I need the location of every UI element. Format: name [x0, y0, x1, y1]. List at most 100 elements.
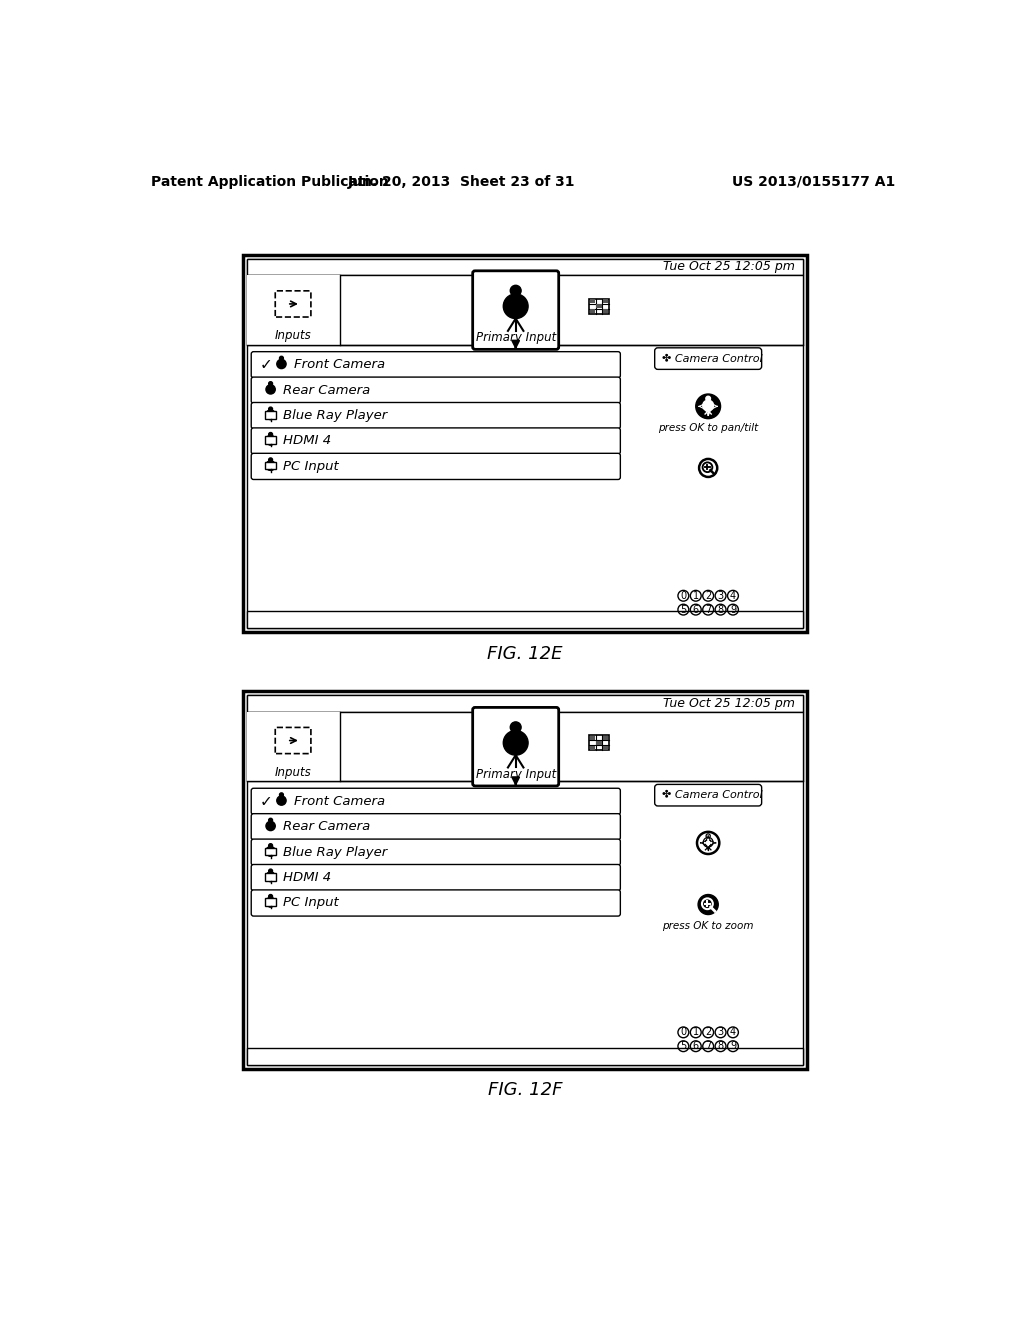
- Bar: [590, 300, 595, 304]
- Circle shape: [266, 436, 275, 445]
- Text: FIG. 12E: FIG. 12E: [487, 644, 562, 663]
- Bar: [247, 711, 803, 781]
- FancyBboxPatch shape: [473, 708, 559, 785]
- Bar: [265, 462, 276, 470]
- Circle shape: [268, 869, 272, 873]
- Text: Front Camera: Front Camera: [294, 358, 385, 371]
- Text: PC Input: PC Input: [283, 896, 339, 909]
- Circle shape: [266, 385, 275, 395]
- Text: 4: 4: [730, 1027, 736, 1038]
- FancyBboxPatch shape: [473, 271, 559, 350]
- Bar: [590, 309, 595, 313]
- Bar: [603, 300, 608, 304]
- Text: ✓: ✓: [259, 358, 272, 372]
- Text: HDMI 4: HDMI 4: [283, 871, 331, 884]
- Text: 3: 3: [718, 1027, 724, 1038]
- Circle shape: [266, 873, 275, 882]
- Circle shape: [268, 895, 272, 899]
- Bar: [590, 746, 595, 750]
- Text: Rear Camera: Rear Camera: [283, 384, 371, 397]
- FancyBboxPatch shape: [251, 428, 621, 454]
- Text: 1: 1: [692, 1027, 698, 1038]
- FancyBboxPatch shape: [654, 348, 762, 370]
- Circle shape: [276, 359, 286, 368]
- Bar: [247, 696, 803, 711]
- Circle shape: [698, 895, 718, 915]
- Circle shape: [266, 461, 275, 470]
- Text: 0: 0: [680, 591, 686, 601]
- Text: 5: 5: [680, 1041, 686, 1051]
- Bar: [603, 309, 608, 313]
- Circle shape: [268, 433, 272, 437]
- Text: Primary Input: Primary Input: [475, 331, 556, 345]
- Circle shape: [266, 411, 275, 420]
- Circle shape: [268, 381, 272, 385]
- Bar: [603, 746, 608, 750]
- Text: Patent Application Publication: Patent Application Publication: [152, 174, 389, 189]
- Text: press OK to pan/tilt: press OK to pan/tilt: [658, 422, 759, 433]
- Text: Inputs: Inputs: [274, 329, 311, 342]
- Text: 8: 8: [718, 1041, 724, 1051]
- Bar: [265, 873, 276, 880]
- Circle shape: [266, 873, 275, 882]
- Text: press OK to zoom: press OK to zoom: [663, 921, 754, 931]
- Text: ✤ Camera Control: ✤ Camera Control: [662, 791, 762, 800]
- Text: Blue Ray Player: Blue Ray Player: [283, 409, 387, 422]
- Text: 7: 7: [706, 1041, 712, 1051]
- Circle shape: [268, 458, 272, 462]
- Circle shape: [266, 436, 275, 445]
- Text: 1: 1: [692, 591, 698, 601]
- Text: 6: 6: [692, 605, 698, 615]
- FancyBboxPatch shape: [275, 290, 311, 317]
- Text: Jun. 20, 2013  Sheet 23 of 31: Jun. 20, 2013 Sheet 23 of 31: [347, 174, 575, 189]
- Text: Front Camera: Front Camera: [294, 795, 385, 808]
- Bar: [247, 259, 803, 628]
- Bar: [265, 437, 276, 444]
- Text: ✓: ✓: [259, 793, 272, 809]
- Bar: [247, 696, 803, 1065]
- Text: FIG. 12F: FIG. 12F: [487, 1081, 562, 1100]
- Text: Tue Oct 25 12:05 pm: Tue Oct 25 12:05 pm: [664, 260, 796, 273]
- Bar: [265, 847, 276, 855]
- Circle shape: [695, 393, 721, 418]
- Bar: [590, 735, 595, 741]
- Circle shape: [510, 722, 521, 733]
- Text: PC Input: PC Input: [283, 459, 339, 473]
- Bar: [596, 304, 602, 309]
- FancyBboxPatch shape: [275, 727, 311, 754]
- Text: 5: 5: [680, 605, 686, 615]
- Circle shape: [510, 285, 521, 296]
- Bar: [596, 741, 602, 744]
- Circle shape: [266, 847, 275, 857]
- FancyBboxPatch shape: [251, 813, 621, 840]
- Text: Blue Ray Player: Blue Ray Player: [283, 846, 387, 859]
- Circle shape: [268, 818, 272, 822]
- Text: Rear Camera: Rear Camera: [283, 820, 371, 833]
- Bar: [247, 276, 803, 345]
- Circle shape: [503, 294, 528, 318]
- Bar: [247, 711, 340, 781]
- Circle shape: [268, 407, 272, 411]
- Text: US 2013/0155177 A1: US 2013/0155177 A1: [732, 174, 895, 189]
- Text: 2: 2: [706, 1027, 712, 1038]
- FancyBboxPatch shape: [251, 788, 621, 814]
- Circle shape: [266, 898, 275, 907]
- Circle shape: [266, 847, 275, 857]
- FancyBboxPatch shape: [251, 890, 621, 916]
- Bar: [247, 611, 803, 628]
- Circle shape: [280, 793, 284, 797]
- Bar: [247, 1048, 803, 1065]
- Bar: [265, 411, 276, 418]
- Bar: [603, 735, 608, 741]
- Text: 4: 4: [730, 591, 736, 601]
- Text: Tue Oct 25 12:05 pm: Tue Oct 25 12:05 pm: [664, 697, 796, 710]
- Bar: [243, 255, 807, 632]
- Circle shape: [266, 461, 275, 470]
- FancyBboxPatch shape: [251, 351, 621, 378]
- Text: Primary Input: Primary Input: [475, 768, 556, 781]
- FancyBboxPatch shape: [251, 840, 621, 866]
- Text: HDMI 4: HDMI 4: [283, 434, 331, 447]
- Text: 2: 2: [706, 591, 712, 601]
- Text: 9: 9: [730, 605, 736, 615]
- Text: 6: 6: [692, 1041, 698, 1051]
